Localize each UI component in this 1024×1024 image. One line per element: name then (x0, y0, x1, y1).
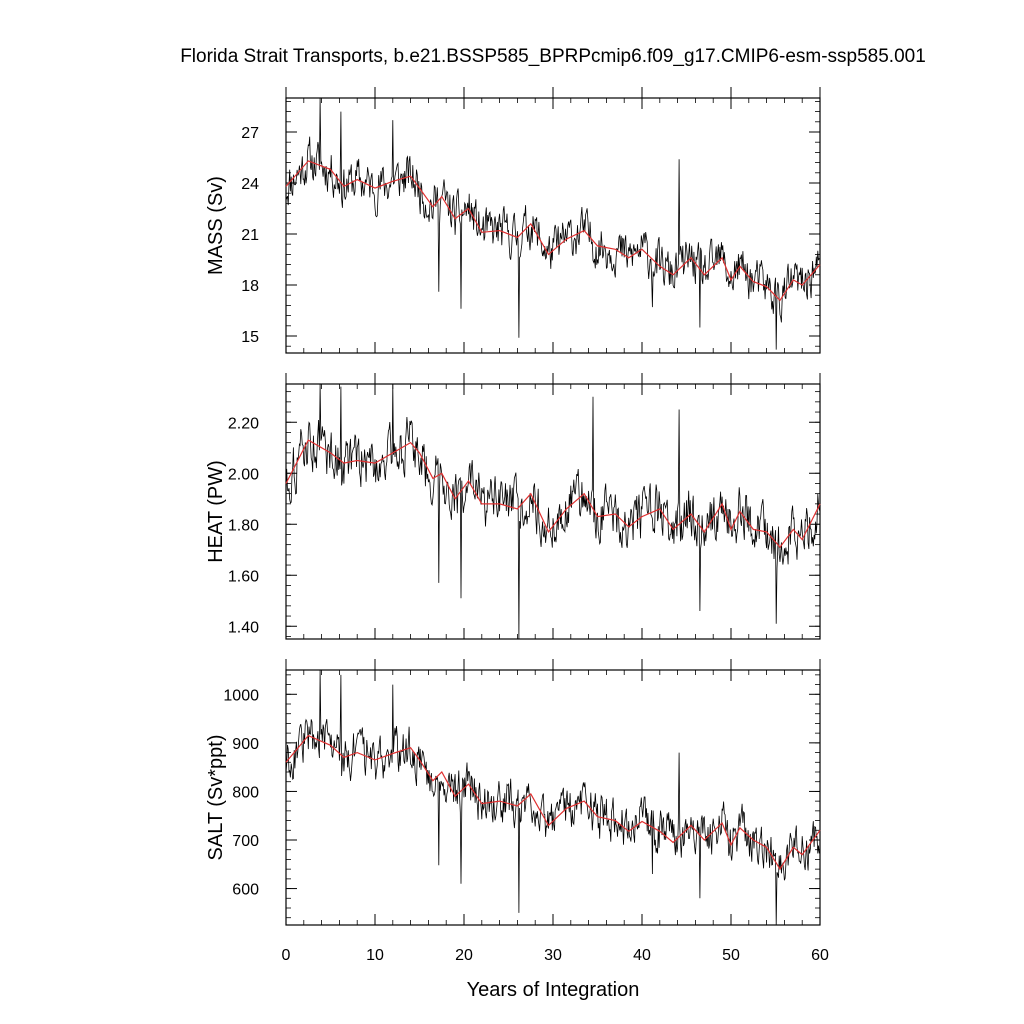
ytick-label: 900 (232, 736, 259, 753)
ytick-label: 1.40 (228, 619, 259, 636)
y-axis-label: SALT (Sv*ppt) (205, 735, 227, 861)
ytick-label: 21 (241, 227, 259, 244)
ytick-label: 15 (241, 329, 259, 346)
chart-title: Florida Strait Transports, b.e21.BSSP585… (180, 46, 926, 67)
ytick-label: 1.60 (228, 568, 259, 585)
ytick-label: 2.20 (228, 415, 259, 432)
ytick-label: 27 (241, 125, 259, 142)
ytick-label: 1.80 (228, 517, 259, 534)
xtick-label: 50 (722, 947, 740, 964)
panel-frame-2 (285, 669, 821, 926)
series-monthly (285, 669, 820, 926)
ytick-label: 24 (241, 176, 259, 193)
x-axis-label: Years of Integration (467, 979, 640, 1001)
ytick-label: 1000 (223, 687, 259, 704)
series-monthly (285, 383, 820, 640)
xtick-label: 0 (282, 947, 291, 964)
y-axis-label: HEAT (PW) (205, 460, 227, 563)
y-axis-label: MASS (Sv) (205, 176, 227, 275)
xtick-label: 30 (544, 947, 562, 964)
xtick-label: 60 (811, 947, 829, 964)
series-smoothed (285, 160, 821, 302)
ytick-label: 600 (232, 882, 259, 899)
panel-frame-0 (285, 97, 821, 354)
xtick-label: 20 (455, 947, 473, 964)
ytick-label: 18 (241, 278, 259, 295)
series-smoothed (285, 439, 821, 549)
series-smoothed (285, 734, 821, 871)
xtick-label: 10 (366, 947, 384, 964)
ytick-label: 800 (232, 784, 259, 801)
series-monthly (285, 97, 820, 350)
ytick-label: 2.00 (228, 466, 259, 483)
ytick-label: 700 (232, 833, 259, 850)
xtick-label: 40 (633, 947, 651, 964)
